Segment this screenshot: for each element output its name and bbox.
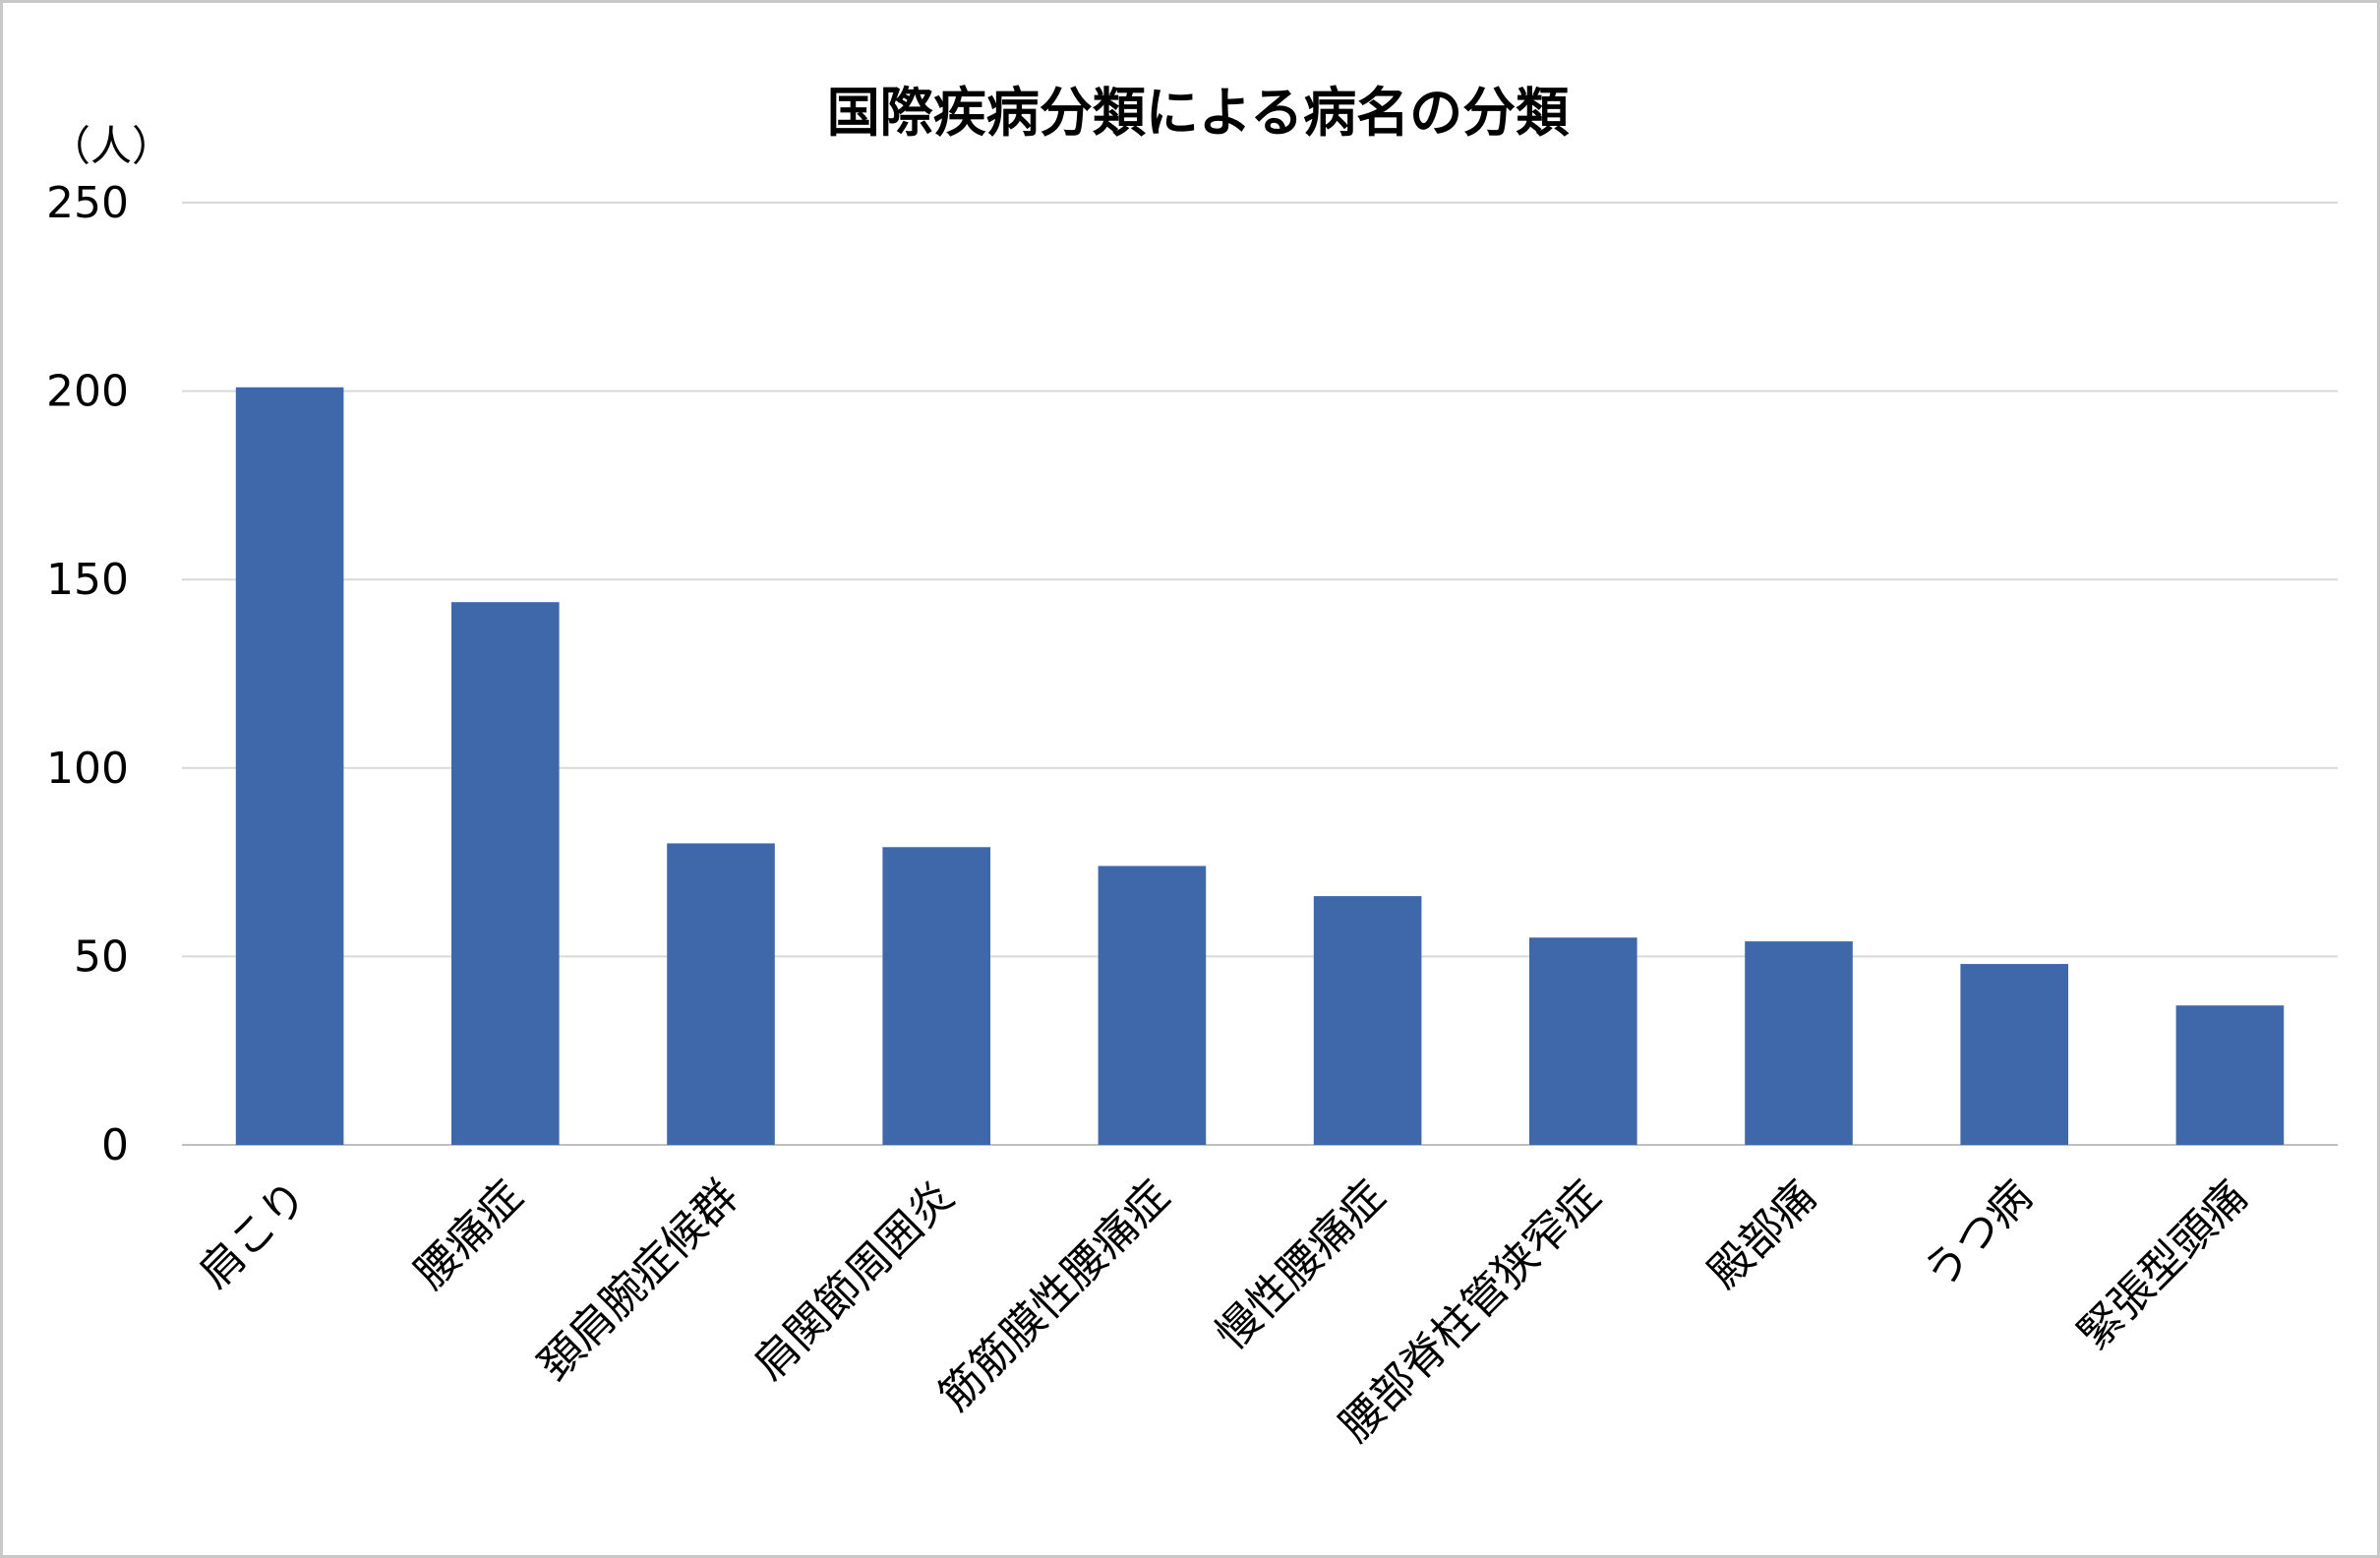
x-tick-label: 頚肩腕症候群 [529,1171,748,1391]
bars [235,387,2285,1145]
y-tick-label: 100 [46,744,129,794]
x-tick-label: 慢性腰痛症 [1207,1171,1396,1360]
bar [1745,941,1853,1145]
y-tick-label: 250 [46,178,129,228]
y-tick-label: 0 [101,1120,129,1170]
bar [1098,866,1207,1145]
bar [451,602,560,1145]
bar [235,387,344,1145]
y-tick-label: 200 [46,367,129,417]
bar [882,847,990,1145]
x-tick-label: 肩こり [190,1171,317,1298]
bar-chart: 国際疾病分類による病名の分類 （人） 0 50 100 150 200 250 肩こり 腰痛… [46,82,2338,1452]
y-tick-label: 50 [74,931,129,982]
x-tick-label: 腰痛症 [405,1171,532,1298]
x-tick-label: うつ病 [1915,1171,2042,1298]
x-tick-label: 筋筋膜性腰痛症 [929,1171,1179,1421]
y-axis-unit-label: （人） [49,122,173,170]
x-tick-label: 緊張型頭痛 [2069,1171,2258,1360]
bar [1313,896,1422,1145]
y-axis-ticks: 0 50 100 150 200 250 [46,178,129,1170]
x-tick-label: 殿部痛 [1698,1171,1825,1298]
bar [1529,937,1637,1145]
bar [2175,1005,2285,1145]
chart-title: 国際疾病分類による病名の分類 [827,82,1570,144]
x-tick-label: 肩関節周囲炎 [744,1171,964,1391]
bar [1960,964,2068,1145]
bar [667,843,775,1145]
y-tick-label: 150 [46,555,129,605]
